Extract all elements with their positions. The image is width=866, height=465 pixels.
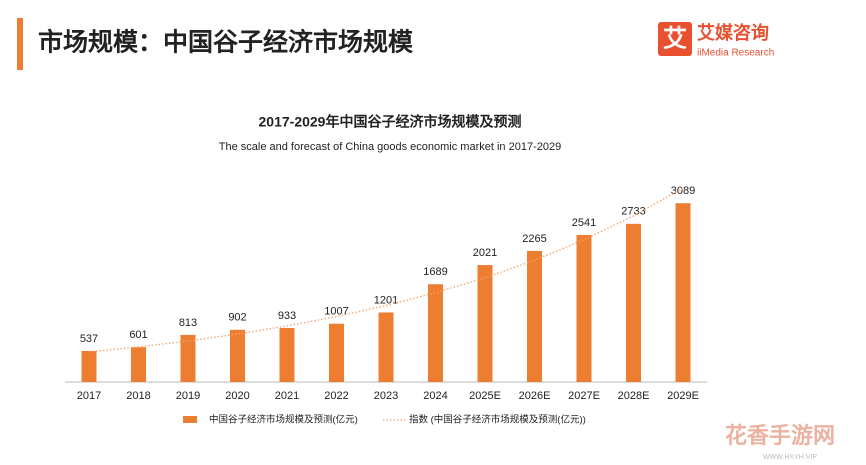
chart-subtitle: The scale and forecast of China goods ec… xyxy=(219,141,561,153)
bar xyxy=(81,350,97,382)
page-title: 市场规模：中国谷子经济市场规模 xyxy=(38,28,414,57)
value-label: 2265 xyxy=(522,233,546,245)
legend-swatch xyxy=(183,416,197,423)
bar xyxy=(180,334,196,382)
bar xyxy=(527,250,542,382)
value-label: 2021 xyxy=(473,247,497,259)
value-label: 537 xyxy=(80,333,98,345)
x-tick-label: 2028E xyxy=(618,390,650,402)
watermark-url: WWW.HXYH.VIP xyxy=(763,454,817,461)
logo-name: 艾媒咨询 xyxy=(697,22,769,43)
logo-box xyxy=(658,22,692,56)
x-tick-label: 2022 xyxy=(324,390,348,402)
x-tick-label: 2020 xyxy=(225,390,249,402)
bar xyxy=(279,328,295,382)
logo-sub: iiMedia Research xyxy=(697,48,774,59)
legend-label: 指数 (中国谷子经济市场规模及预测(亿元)) xyxy=(409,414,586,426)
bar xyxy=(576,234,592,382)
chart-title: 2017-2029年中国谷子经济市场规模及预测 xyxy=(259,114,522,130)
x-tick-label: 2026E xyxy=(519,390,551,402)
x-tick-label: 2025E xyxy=(469,390,501,402)
watermark: 花香手游网 xyxy=(725,423,835,448)
accent-bar xyxy=(17,18,23,70)
bar xyxy=(675,203,691,382)
x-tick-label: 2024 xyxy=(423,390,447,402)
value-label: 933 xyxy=(278,310,296,322)
bar xyxy=(131,347,146,382)
value-label: 601 xyxy=(129,329,147,341)
x-tick-label: 2017 xyxy=(77,390,101,402)
x-tick-label: 2027E xyxy=(568,390,600,402)
x-tick-label: 2021 xyxy=(275,390,299,402)
x-tick-label: 2018 xyxy=(126,390,150,402)
value-label: 813 xyxy=(179,317,197,329)
value-label: 1201 xyxy=(374,294,398,306)
value-label: 2541 xyxy=(572,217,596,229)
value-label: 1007 xyxy=(324,306,348,318)
bar xyxy=(626,223,641,382)
bar xyxy=(428,284,443,382)
value-label: 902 xyxy=(228,312,246,324)
value-label: 3089 xyxy=(671,185,695,197)
bar xyxy=(329,323,344,382)
bar xyxy=(378,312,394,382)
logo-icon: 艾 xyxy=(663,25,687,52)
x-tick-label: 2023 xyxy=(374,390,398,402)
x-tick-label: 2019 xyxy=(176,390,200,402)
bar xyxy=(477,265,493,382)
value-label: 1689 xyxy=(423,266,447,278)
value-label: 2733 xyxy=(621,206,645,218)
bar xyxy=(230,329,245,382)
x-tick-label: 2029E xyxy=(667,390,699,402)
legend-label: 中国谷子经济市场规模及预测(亿元) xyxy=(209,414,358,426)
